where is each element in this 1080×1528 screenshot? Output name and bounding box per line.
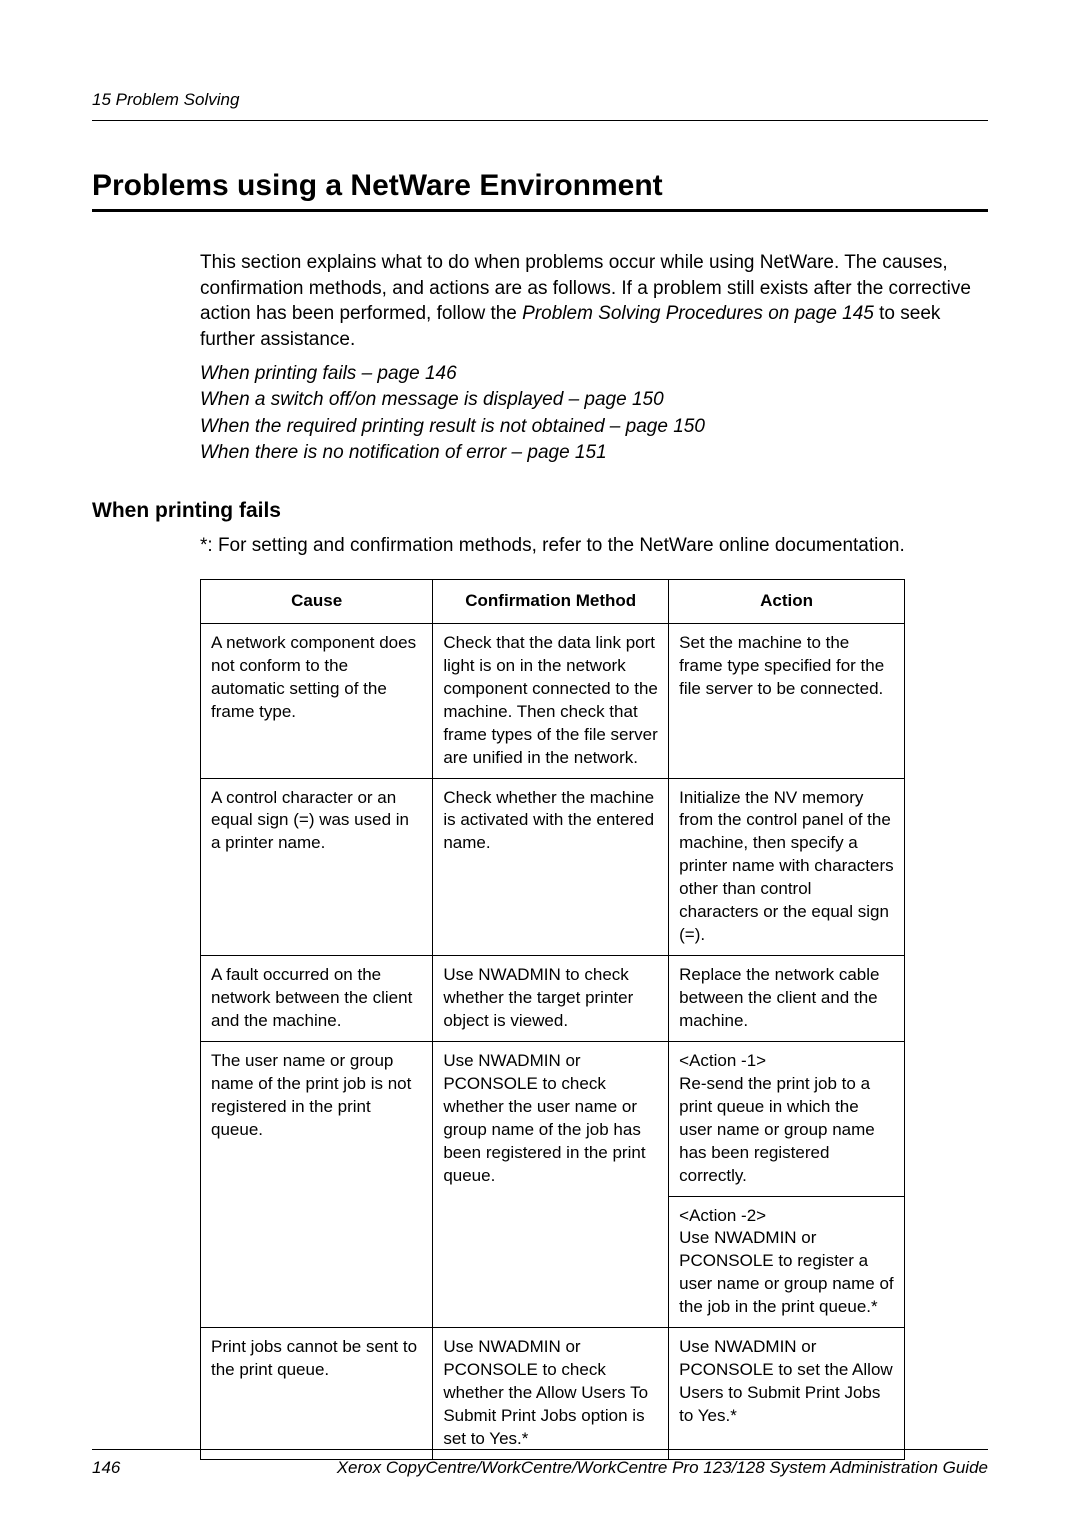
cell-action: Replace the network cable between the cl… bbox=[669, 956, 905, 1042]
body-content: This section explains what to do when pr… bbox=[200, 250, 988, 467]
footer-rule bbox=[92, 1449, 988, 1450]
th-confirm: Confirmation Method bbox=[433, 579, 669, 623]
intro-paragraph: This section explains what to do when pr… bbox=[200, 250, 988, 353]
cell-action: Set the machine to the frame type specif… bbox=[669, 623, 905, 778]
cell-action: <Action -2> Use NWADMIN or PCONSOLE to r… bbox=[669, 1196, 905, 1328]
cell-cause: A fault occurred on the network between … bbox=[201, 956, 433, 1042]
table-row: A network component does not conform to … bbox=[201, 623, 905, 778]
cell-confirm: Check that the data link port light is o… bbox=[433, 623, 669, 778]
intro-italic-ref: Problem Solving Procedures on page 145 bbox=[522, 303, 874, 324]
ref-link: When the required printing result is not… bbox=[200, 414, 988, 441]
cell-confirm: Use NWADMIN or PCONSOLE to check whether… bbox=[433, 1328, 669, 1460]
sub-heading: When printing fails bbox=[92, 499, 988, 523]
ref-link: When printing fails – page 146 bbox=[200, 361, 988, 388]
doc-title: Xerox CopyCentre/WorkCentre/WorkCentre P… bbox=[337, 1458, 988, 1478]
note-line: *: For setting and confirmation methods,… bbox=[200, 535, 988, 557]
troubleshooting-table: Cause Confirmation Method Action A netwo… bbox=[200, 579, 905, 1460]
header-rule bbox=[92, 120, 988, 121]
table-row: The user name or group name of the print… bbox=[201, 1041, 905, 1196]
cell-cause: A network component does not conform to … bbox=[201, 623, 433, 778]
cell-action: Initialize the NV memory from the contro… bbox=[669, 778, 905, 956]
table-row: A fault occurred on the network between … bbox=[201, 956, 905, 1042]
page-number: 146 bbox=[92, 1458, 120, 1478]
cell-confirm: Check whether the machine is activated w… bbox=[433, 778, 669, 956]
cell-confirm: Use NWADMIN or PCONSOLE to check whether… bbox=[433, 1041, 669, 1327]
cell-action: Use NWADMIN or PCONSOLE to set the Allow… bbox=[669, 1328, 905, 1460]
ref-link: When a switch off/on message is displaye… bbox=[200, 387, 988, 414]
table-row: Print jobs cannot be sent to the print q… bbox=[201, 1328, 905, 1460]
main-heading: Problems using a NetWare Environment bbox=[92, 169, 988, 203]
heading-rule bbox=[92, 209, 988, 212]
table-row: A control character or an equal sign (=)… bbox=[201, 778, 905, 956]
cell-action: <Action -1> Re-send the print job to a p… bbox=[669, 1041, 905, 1196]
table-header-row: Cause Confirmation Method Action bbox=[201, 579, 905, 623]
cell-cause: A control character or an equal sign (=)… bbox=[201, 778, 433, 956]
footer-row: 146 Xerox CopyCentre/WorkCentre/WorkCent… bbox=[92, 1458, 988, 1478]
footer: 146 Xerox CopyCentre/WorkCentre/WorkCent… bbox=[92, 1449, 988, 1478]
th-action: Action bbox=[669, 579, 905, 623]
cell-cause: Print jobs cannot be sent to the print q… bbox=[201, 1328, 433, 1460]
th-cause: Cause bbox=[201, 579, 433, 623]
reference-list: When printing fails – page 146 When a sw… bbox=[200, 361, 988, 467]
ref-link: When there is no notification of error –… bbox=[200, 440, 988, 467]
cell-cause: The user name or group name of the print… bbox=[201, 1041, 433, 1327]
header-section-label: 15 Problem Solving bbox=[92, 90, 988, 110]
cell-confirm: Use NWADMIN to check whether the target … bbox=[433, 956, 669, 1042]
